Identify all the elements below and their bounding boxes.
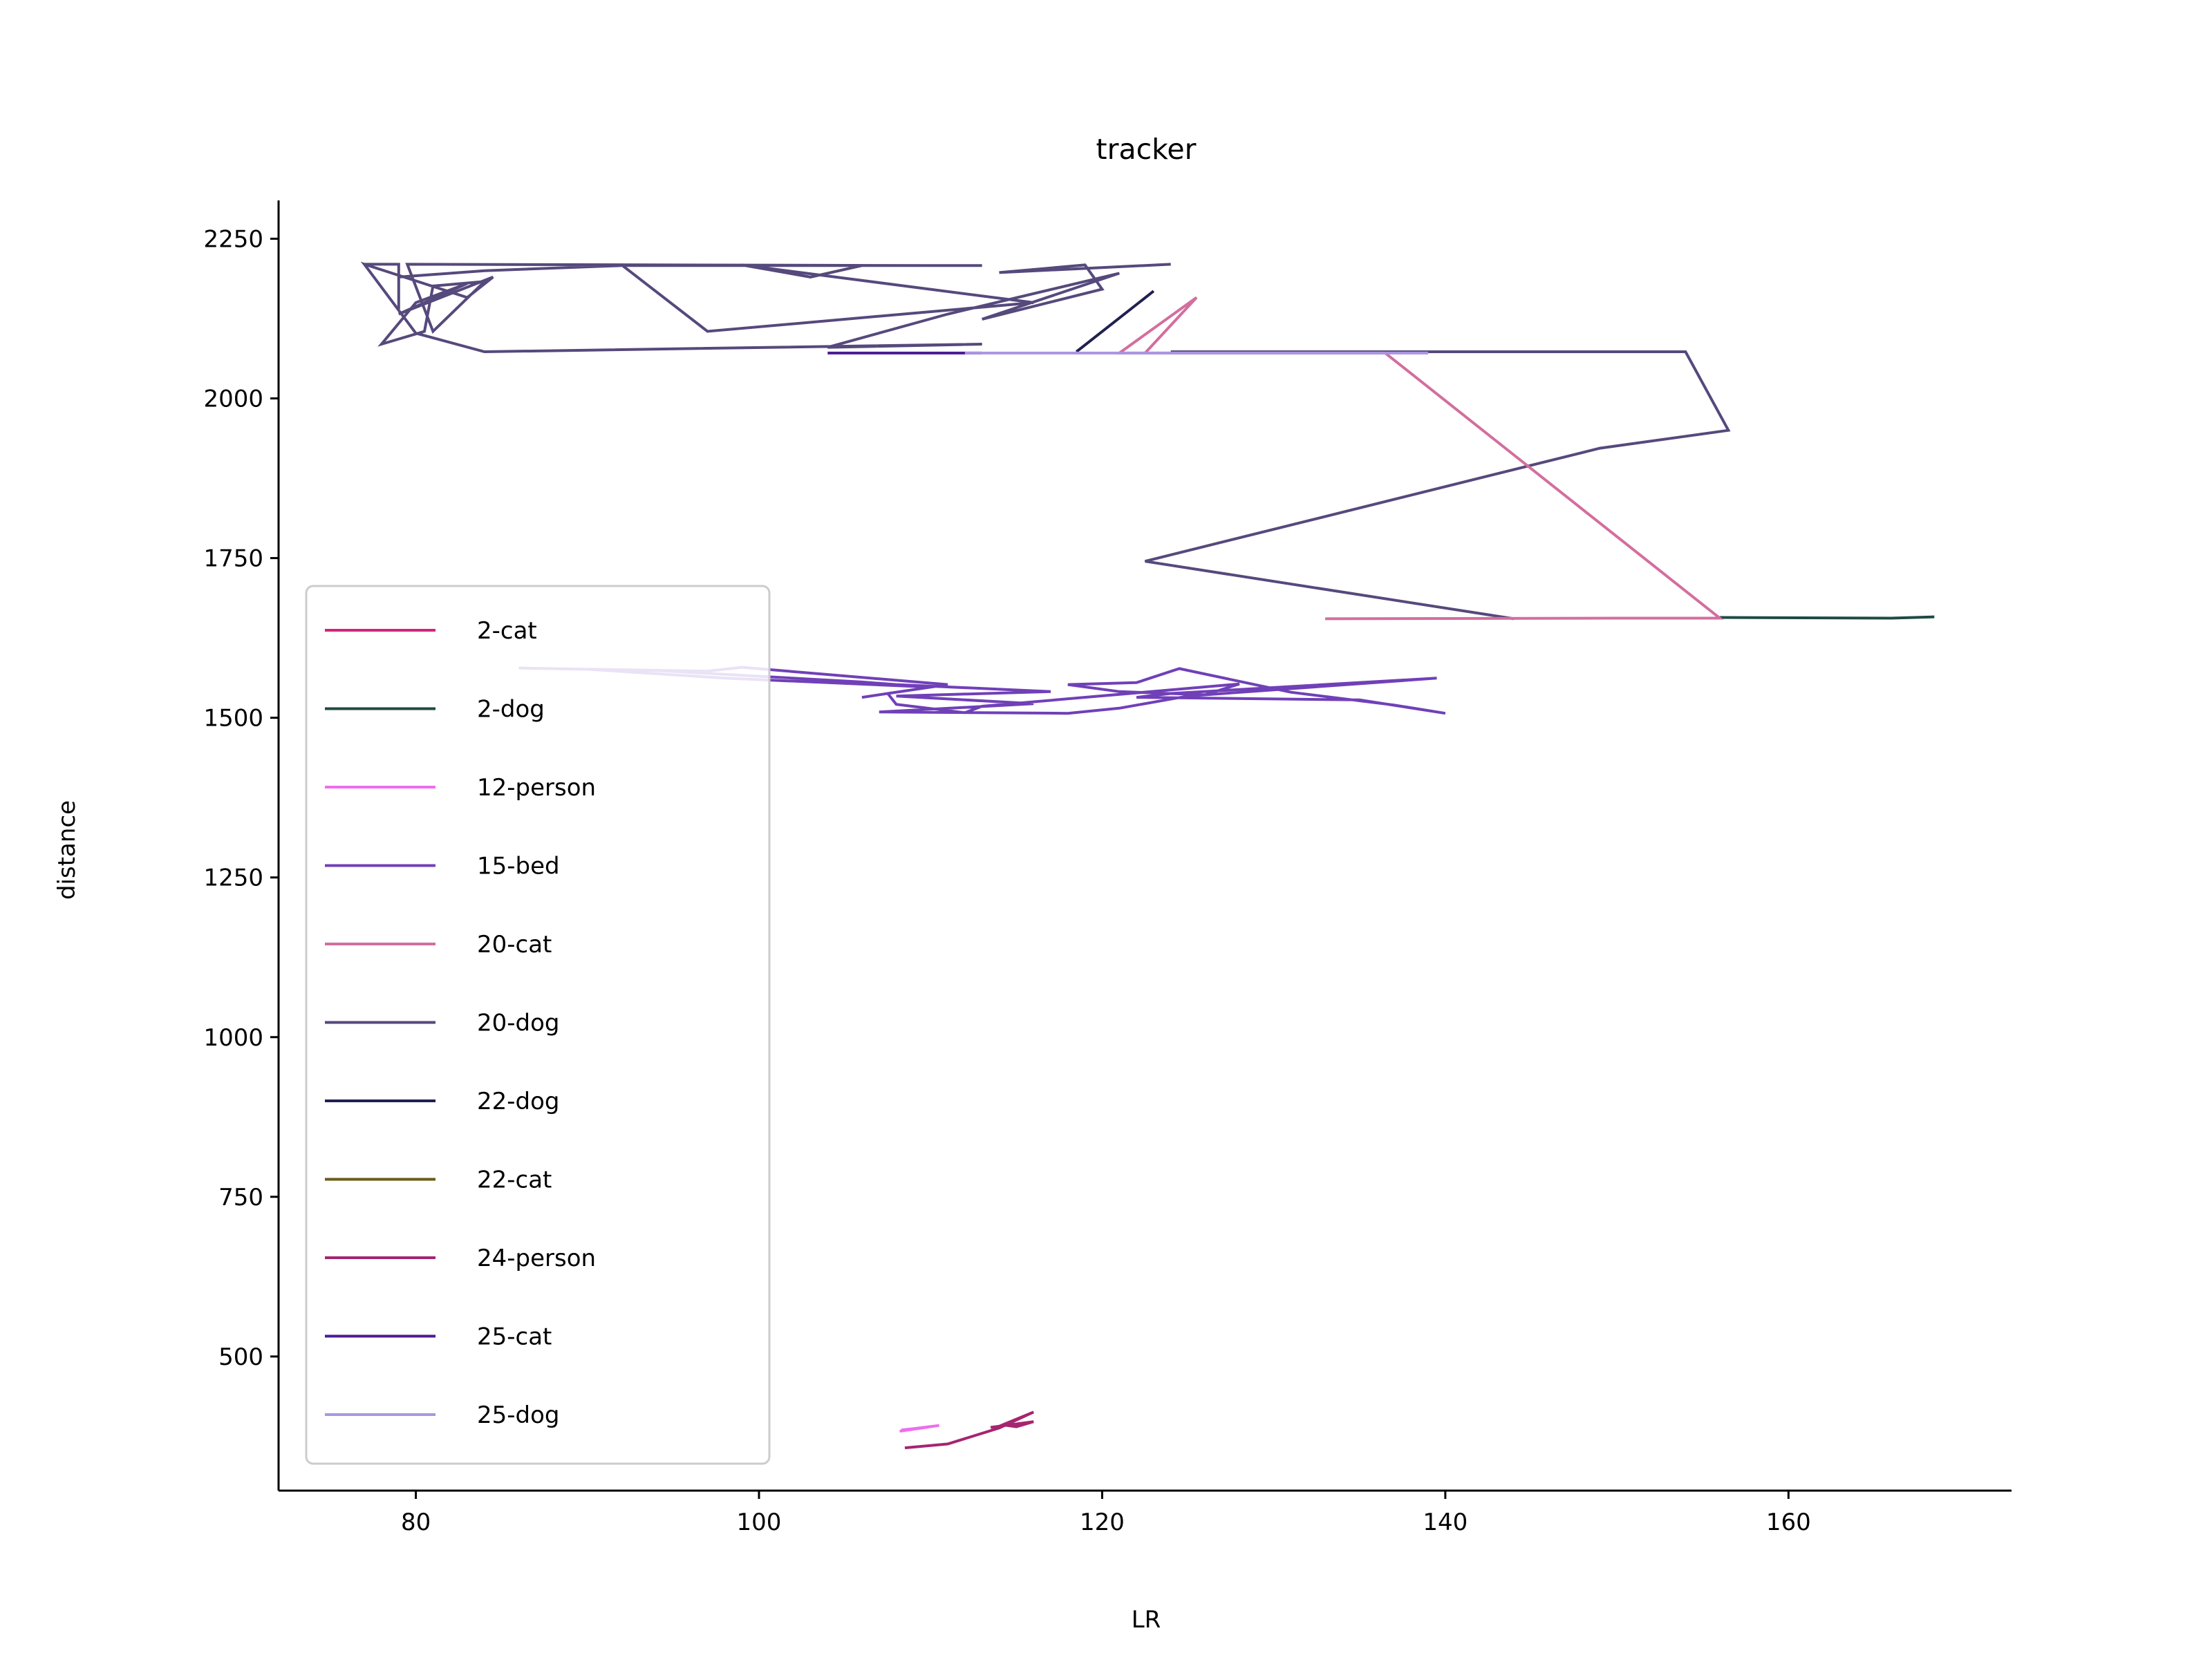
x-tick-label: 80 bbox=[401, 1509, 431, 1536]
legend-label: 20-cat bbox=[477, 931, 552, 959]
x-axis-label: LR bbox=[1132, 1606, 1161, 1634]
axes bbox=[277, 200, 2012, 1492]
legend-label: 24-person bbox=[477, 1245, 596, 1272]
legend-label: 22-cat bbox=[477, 1167, 552, 1194]
x-tick-label: 100 bbox=[737, 1509, 782, 1536]
y-tick-label: 1500 bbox=[203, 705, 263, 733]
y-axis-label: distance bbox=[53, 800, 81, 900]
y-tick-label: 500 bbox=[218, 1343, 263, 1371]
legend-label: 20-dog bbox=[477, 1010, 560, 1037]
legend-box bbox=[305, 585, 771, 1465]
legend: 2-cat 2-dog 12-person 15-bed 20-cat 20-dog 22-… bbox=[305, 585, 771, 1465]
plot-area bbox=[360, 261, 1935, 1450]
series-line-22-dog bbox=[1075, 290, 1155, 353]
legend-label: 22-dog bbox=[477, 1088, 560, 1115]
y-tick-label: 1250 bbox=[203, 865, 263, 892]
series-line-15-bed bbox=[518, 665, 1446, 715]
series-line-2-dog bbox=[1719, 615, 1935, 620]
series-line-20-dog bbox=[360, 261, 1171, 354]
series-line-24-person bbox=[904, 1410, 1035, 1450]
legend-label: 25-cat bbox=[477, 1323, 552, 1351]
series-line-12-person bbox=[899, 1424, 939, 1433]
x-ticks: 80 100 120 140 160 bbox=[401, 1491, 1811, 1536]
legend-label: 12-person bbox=[477, 774, 596, 802]
x-tick-label: 140 bbox=[1423, 1509, 1468, 1536]
legend-label: 2-dog bbox=[477, 696, 545, 724]
legend-label: 25-dog bbox=[477, 1401, 560, 1429]
y-tick-label: 750 bbox=[218, 1184, 263, 1211]
chart-title: tracker bbox=[1096, 133, 1197, 166]
y-tick-label: 2250 bbox=[203, 225, 263, 253]
x-tick-label: 120 bbox=[1080, 1509, 1125, 1536]
legend-label: 15-bed bbox=[477, 853, 560, 880]
x-tick-label: 160 bbox=[1766, 1509, 1811, 1536]
series-line-20-dog-lower bbox=[1145, 350, 1731, 621]
y-tick-label: 1000 bbox=[203, 1024, 263, 1052]
y-ticks: 500 750 1000 1250 1500 1750 2000 2250 bbox=[203, 225, 279, 1371]
y-tick-label: 2000 bbox=[203, 386, 263, 413]
y-tick-label: 1750 bbox=[203, 545, 263, 573]
legend-label: 2-cat bbox=[477, 617, 537, 645]
